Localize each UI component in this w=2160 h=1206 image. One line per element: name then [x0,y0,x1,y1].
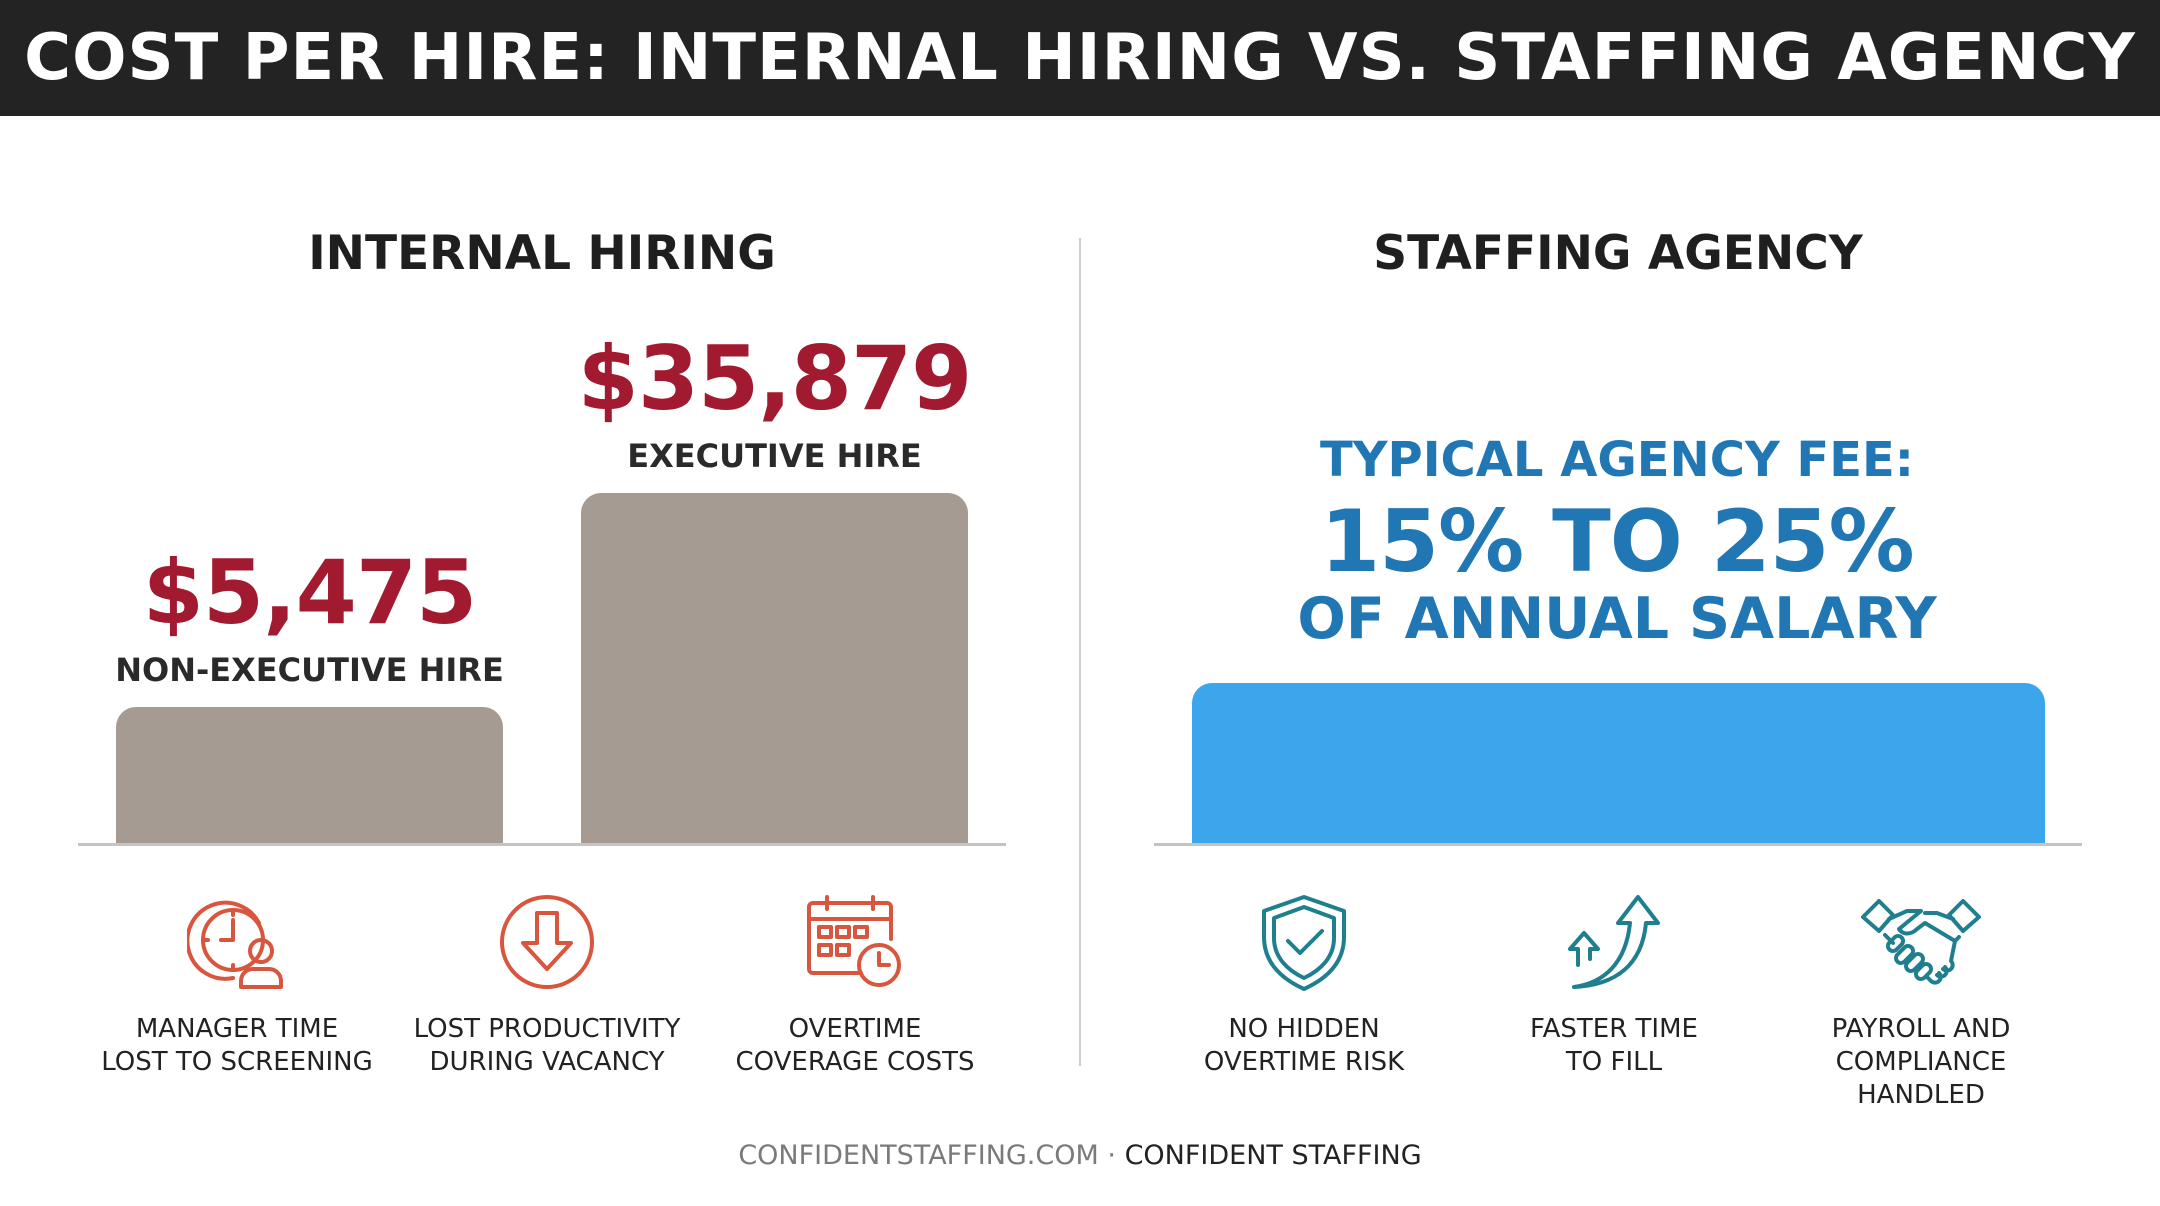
page-title: COST PER HIRE: INTERNAL HIRING VS. STAFF… [24,21,2136,95]
faster-time-label: FASTER TIME TO FILL [1530,1014,1698,1077]
internal-heading: INTERNAL HIRING [308,226,776,281]
no-overtime-risk-label: NO HIDDEN OVERTIME RISK [1203,1014,1405,1077]
down-arrow-circle-icon [500,895,594,989]
footer-site: CONFIDENTSTAFFING.COM [738,1140,1099,1171]
bar-category-label: NON-EXECUTIVE HIRE [115,651,504,689]
bar-value-label: $5,475 [142,541,478,644]
agency-fee-basis: OF ANNUAL SALARY [1297,586,1937,652]
bar-non-executive [116,707,503,844]
footer: CONFIDENTSTAFFING.COM · CONFIDENT STAFFI… [0,1140,2160,1171]
overtime-costs-item: OVERTIME COVERAGE COSTS [705,893,1005,1079]
lost-productivity-item: LOST PRODUCTIVITY DURING VACANCY [397,893,697,1079]
internal-baseline [78,843,1006,846]
handshake-icon [1861,899,1981,985]
manager-time-item: MANAGER TIME LOST TO SCREENING [87,893,387,1079]
rising-arrows-icon [1568,895,1660,989]
faster-time-item: FASTER TIME TO FILL [1464,893,1764,1079]
footer-brand: CONFIDENT STAFFING [1124,1140,1422,1171]
agency-baseline [1154,843,2082,846]
overtime-costs-label: OVERTIME COVERAGE COSTS [735,1014,975,1077]
agency-fee-range: 15% TO 25% [1320,492,1914,592]
no-overtime-risk-item: NO HIDDEN OVERTIME RISK [1154,893,1454,1079]
agency-fee-bar [1192,683,2045,844]
bar-executive [581,493,968,844]
bar-value-label: $35,879 [577,327,973,430]
agency-heading: STAFFING AGENCY [1373,226,1863,281]
calendar-clock-icon [807,895,901,987]
clock-person-icon [187,900,283,989]
payroll-compliance-label: PAYROLL AND COMPLIANCE HANDLED [1831,1014,2011,1110]
payroll-compliance-item: PAYROLL AND COMPLIANCE HANDLED [1771,893,2071,1112]
footer-separator: · [1107,1140,1116,1171]
title-banner: COST PER HIRE: INTERNAL HIRING VS. STAFF… [0,0,2160,116]
shield-check-icon [1262,895,1346,991]
agency-fee-label: TYPICAL AGENCY FEE: [1320,432,1914,488]
panel-divider [1079,238,1081,1066]
bar-category-label: EXECUTIVE HIRE [627,437,922,475]
manager-time-label: MANAGER TIME LOST TO SCREENING [101,1014,373,1077]
lost-productivity-label: LOST PRODUCTIVITY DURING VACANCY [413,1014,681,1077]
